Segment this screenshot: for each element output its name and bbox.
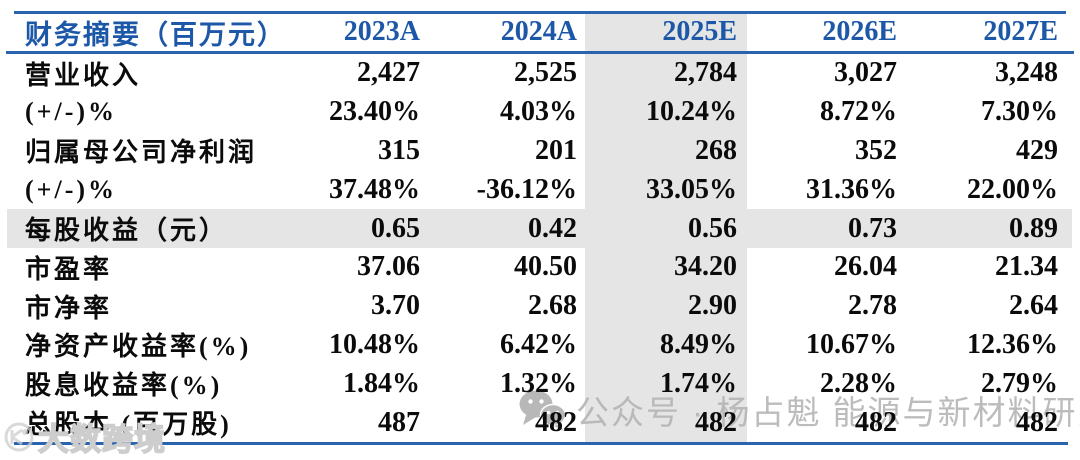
cell-value: 482: [855, 406, 897, 438]
row-label: 每股收益（元）: [25, 216, 229, 246]
column-header-2026e: 2026E: [822, 16, 897, 47]
table-row-eps: 每股收益（元） 0.65 0.42 0.56 0.73 0.89: [0, 209, 1080, 248]
cell-value: 31.36%: [806, 173, 897, 205]
column-header-2025e: 2025E: [662, 16, 737, 47]
column-header-2023a: 2023A: [343, 16, 420, 47]
cell-value: 3,027: [834, 57, 897, 89]
cell-value: 1.84%: [343, 367, 420, 399]
cell-value: 8.49%: [660, 328, 737, 360]
cell-value: 0.56: [688, 212, 737, 244]
cell-value: 34.20: [674, 251, 737, 283]
cell-value: 0.73: [848, 212, 897, 244]
row-label: 总股本 (百万股): [25, 410, 232, 440]
row-label: 归属母公司净利润: [25, 138, 258, 168]
cell-value: 40.50: [514, 251, 577, 283]
table-row-net-profit-growth: (+/-)% 37.48% -36.12% 33.05% 31.36% 22.0…: [0, 170, 1080, 209]
corner-watermark-text: 大数跨境: [37, 421, 166, 458]
cell-value: 482: [535, 406, 577, 438]
cell-value: 487: [378, 406, 420, 438]
cell-value: 3,248: [995, 57, 1058, 89]
cell-value: 2,784: [674, 57, 737, 89]
cell-value: 201: [535, 134, 577, 166]
row-label: 营业收入: [25, 60, 142, 90]
column-header-2027e: 2027E: [983, 16, 1058, 47]
corner-watermark: 大数跨境: [2, 414, 166, 459]
cell-value: 0.42: [528, 212, 577, 244]
cell-value: 33.05%: [646, 173, 737, 205]
table-top-rule: [14, 11, 1066, 14]
cell-value: 2.28%: [820, 367, 897, 399]
row-label: 股息收益率(%): [25, 371, 223, 401]
cell-value: 2.90: [688, 290, 737, 322]
column-header-2024a: 2024A: [500, 16, 577, 47]
table-row-pb-ratio: 市净率 3.70 2.68 2.90 2.78 2.64: [0, 287, 1080, 326]
cell-value: 10.24%: [646, 96, 737, 128]
wechat-watermark-text: 公众号 · 杨占魁 能源与新材料研究: [576, 394, 1080, 431]
cell-value: 12.36%: [967, 328, 1058, 360]
cell-value: 1.74%: [660, 367, 737, 399]
cell-value: 0.65: [371, 212, 420, 244]
row-label: (+/-)%: [25, 174, 118, 204]
cell-value: 2.79%: [981, 367, 1058, 399]
cell-value: 0.89: [1009, 212, 1058, 244]
cell-value: 4.03%: [500, 96, 577, 128]
table-row-pe-ratio: 市盈率 37.06 40.50 34.20 26.04 21.34: [0, 248, 1080, 287]
cell-value: 7.30%: [981, 96, 1058, 128]
table-title: 财务摘要（百万元）: [25, 19, 286, 50]
table-header-rule: [6, 51, 1074, 54]
cell-value: 22.00%: [967, 173, 1058, 205]
cell-value: 37.48%: [329, 173, 420, 205]
cell-value: 3.70: [371, 290, 420, 322]
cell-value: 2.64: [1009, 290, 1058, 322]
table-row-revenue-growth: (+/-)% 23.40% 4.03% 10.24% 8.72% 7.30%: [0, 93, 1080, 132]
cell-value: 2,525: [514, 57, 577, 89]
cell-value: 429: [1016, 134, 1058, 166]
row-label: 净资产收益率(%): [25, 332, 252, 362]
table-row-roe: 净资产收益率(%) 10.48% 6.42% 8.49% 10.67% 12.3…: [0, 326, 1080, 365]
cell-value: 268: [695, 134, 737, 166]
table-row-total-shares: 总股本 (百万股) 487 482 482 482 482: [0, 403, 1080, 442]
table-body: 营业收入 2,427 2,525 2,784 3,027 3,248 (+/-)…: [0, 54, 1080, 442]
cell-value: -36.12%: [476, 173, 577, 205]
cell-value: 23.40%: [329, 96, 420, 128]
cell-value: 21.34: [995, 251, 1058, 283]
cell-value: 26.04: [834, 251, 897, 283]
highlight-row-band-eps: [7, 209, 1072, 248]
cell-value: 315: [378, 134, 420, 166]
row-label: 市盈率: [25, 254, 113, 284]
cell-value: 2,427: [357, 57, 420, 89]
cell-value: 1.32%: [500, 367, 577, 399]
table-header-row: 财务摘要（百万元） 2023A 2024A 2025E 2026E 2027E: [0, 12, 1080, 52]
dashukuajing-logo-icon: [2, 420, 36, 454]
cell-value: 10.67%: [806, 328, 897, 360]
table-row-dividend-yield: 股息收益率(%) 1.84% 1.32% 1.74% 2.28% 2.79%: [0, 364, 1080, 403]
row-label: 市净率: [25, 293, 113, 323]
cell-value: 6.42%: [500, 328, 577, 360]
cell-value: 482: [1016, 406, 1058, 438]
cell-value: 2.68: [528, 290, 577, 322]
cell-value: 482: [695, 406, 737, 438]
cell-value: 10.48%: [329, 328, 420, 360]
row-label: (+/-)%: [25, 97, 118, 127]
wechat-icon: [518, 389, 568, 431]
table-bottom-rule: [14, 442, 1068, 445]
wechat-watermark: 公众号 · 杨占魁 能源与新材料研究: [518, 386, 1080, 434]
cell-value: 352: [855, 134, 897, 166]
table-row-revenue: 营业收入 2,427 2,525 2,784 3,027 3,248: [0, 54, 1080, 93]
cell-value: 2.78: [848, 290, 897, 322]
cell-value: 37.06: [357, 251, 420, 283]
cell-value: 8.72%: [820, 96, 897, 128]
table-row-net-profit: 归属母公司净利润 315 201 268 352 429: [0, 132, 1080, 171]
